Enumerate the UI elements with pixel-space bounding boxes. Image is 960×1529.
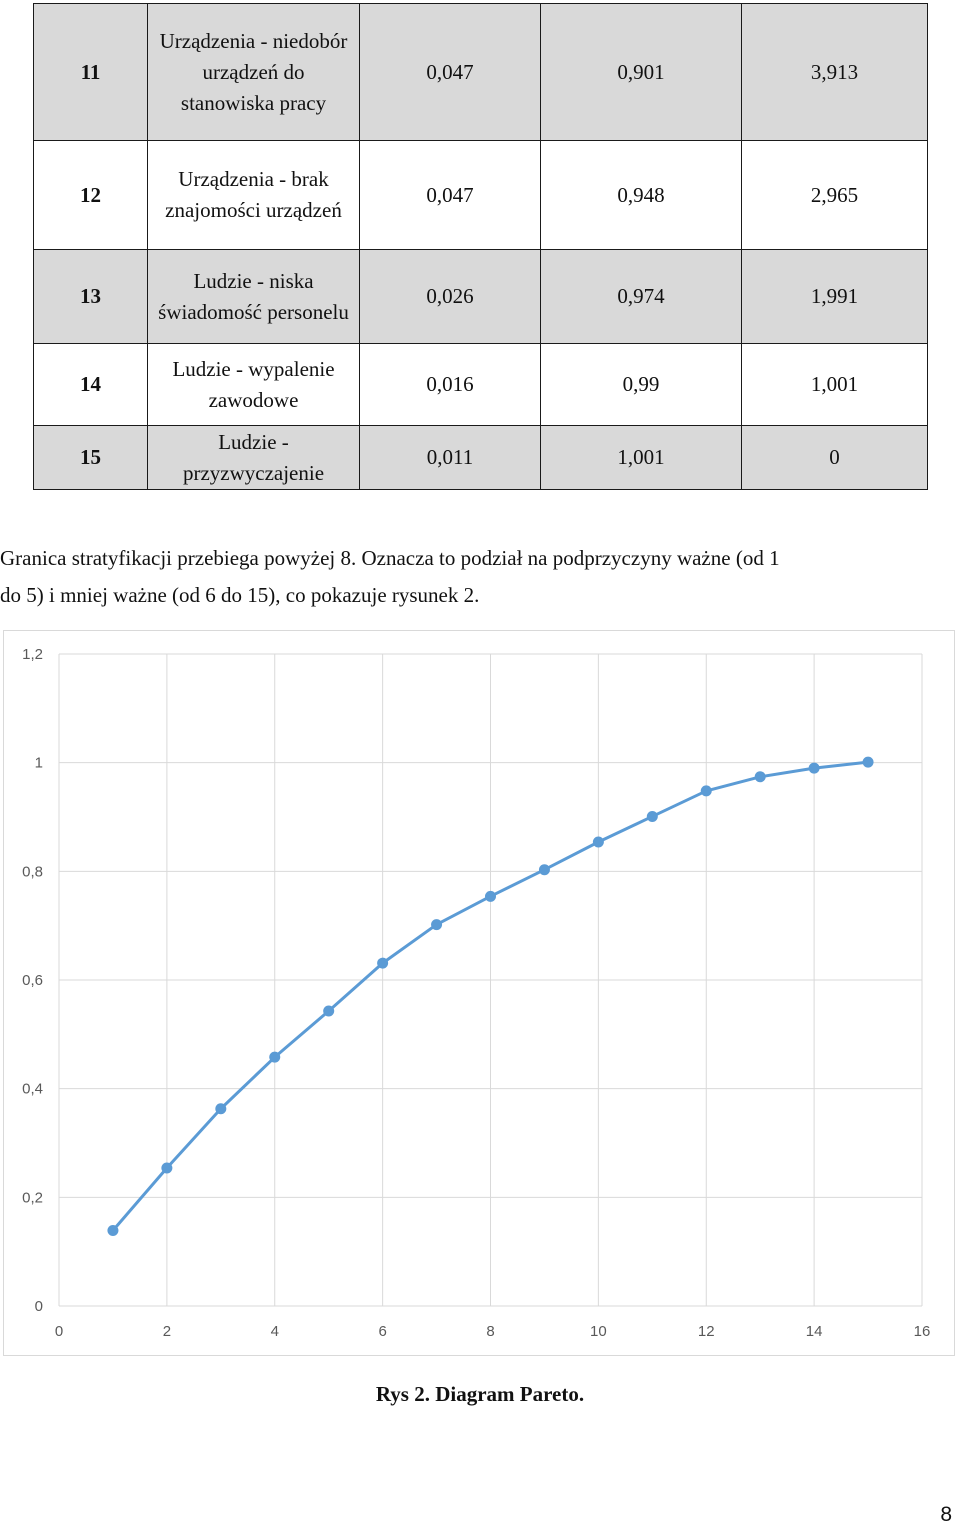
data-point: [215, 1103, 227, 1115]
data-point: [592, 836, 604, 848]
x-tick-label: 6: [378, 1323, 386, 1340]
value-3: 1,001: [741, 343, 928, 426]
row-number: 13: [33, 249, 148, 344]
data-point: [754, 771, 766, 783]
value-2: 1,001: [540, 425, 742, 490]
y-tick-label: 1,2: [22, 646, 43, 663]
x-tick-label: 12: [698, 1323, 715, 1340]
x-tick-label: 14: [806, 1323, 823, 1340]
y-tick-label: 0,2: [22, 1189, 43, 1206]
x-tick-label: 10: [590, 1323, 607, 1340]
row-number: 15: [33, 425, 148, 490]
value-1: 0,026: [359, 249, 541, 344]
x-tick-label: 8: [486, 1323, 494, 1340]
body-paragraph: Granica stratyfikacji przebiega powyżej …: [0, 540, 960, 614]
data-point: [431, 919, 443, 931]
row-label: Urządzenia - niedobór urządzeń do stanow…: [147, 3, 360, 141]
data-point: [269, 1051, 281, 1063]
page-number: 8: [940, 1503, 952, 1526]
row-label: Ludzie - niska świadomość personelu: [147, 249, 360, 344]
value-2: 0,99: [540, 343, 742, 426]
value-3: 0: [741, 425, 928, 490]
value-2: 0,901: [540, 3, 742, 141]
pareto-chart: 0 2 4 6 8 10 12 14 16 0 0,2 0,4 0,6 0,8 1 1,2: [3, 630, 955, 1356]
x-tick-label: 4: [271, 1323, 279, 1340]
data-point: [700, 785, 712, 797]
chart-svg: 0 2 4 6 8 10 12 14 16 0 0,2 0,4 0,6 0,8 1 1,2: [22, 646, 931, 1340]
value-3: 1,991: [741, 249, 928, 344]
table-row: 13 Ludzie - niska świadomość personelu 0,0…: [33, 249, 928, 344]
data-point: [646, 810, 658, 822]
x-tick-label: 2: [163, 1323, 171, 1340]
value-3: 2,965: [741, 140, 928, 250]
row-number: 14: [33, 343, 148, 426]
value-2: 0,948: [540, 140, 742, 250]
data-table: 11 Urządzenia - niedobór urządzeń do stan…: [33, 3, 928, 490]
paragraph-line-2: do 5) i mniej ważne (od 6 do 15), co pok…: [0, 583, 480, 607]
y-tick-label: 1: [35, 755, 43, 772]
value-3: 3,913: [741, 3, 928, 141]
paragraph-line-1: Granica stratyfikacji przebiega powyżej …: [0, 546, 780, 570]
data-point: [323, 1005, 335, 1017]
data-point: [538, 864, 550, 876]
y-tick-label: 0,6: [22, 972, 43, 989]
data-point: [161, 1162, 173, 1174]
x-tick-label: 0: [55, 1323, 63, 1340]
table-row: 11 Urządzenia - niedobór urządzeń do stan…: [33, 3, 928, 141]
value-1: 0,047: [359, 140, 541, 250]
data-point: [107, 1224, 119, 1236]
table-row: 15 Ludzie - przyzwyczajenie 0,011 1,001 0: [33, 425, 928, 490]
value-1: 0,016: [359, 343, 541, 426]
value-2: 0,974: [540, 249, 742, 344]
data-point: [485, 890, 496, 902]
row-number: 11: [33, 3, 148, 141]
data-point: [377, 957, 389, 969]
row-label: Ludzie - wypalenie zawodowe: [147, 343, 360, 426]
y-tick-label: 0,4: [22, 1081, 43, 1098]
y-tick-label: 0,8: [22, 863, 43, 880]
table-row: 12 Urządzenia - brak znajomości urządzeń 0…: [33, 140, 928, 250]
row-label: Ludzie - przyzwyczajenie: [147, 425, 360, 490]
row-label: Urządzenia - brak znajomości urządzeń: [147, 140, 360, 250]
value-1: 0,011: [359, 425, 541, 490]
row-number: 12: [33, 140, 148, 250]
y-tick-label: 0: [35, 1298, 43, 1315]
table-row: 14 Ludzie - wypalenie zawodowe 0,016 0,99 1,…: [33, 343, 928, 426]
data-point: [862, 756, 874, 768]
data-point: [808, 762, 820, 774]
x-tick-label: 16: [914, 1323, 931, 1340]
value-1: 0,047: [359, 3, 541, 141]
figure-caption: Rys 2. Diagram Pareto.: [375, 1382, 585, 1406]
